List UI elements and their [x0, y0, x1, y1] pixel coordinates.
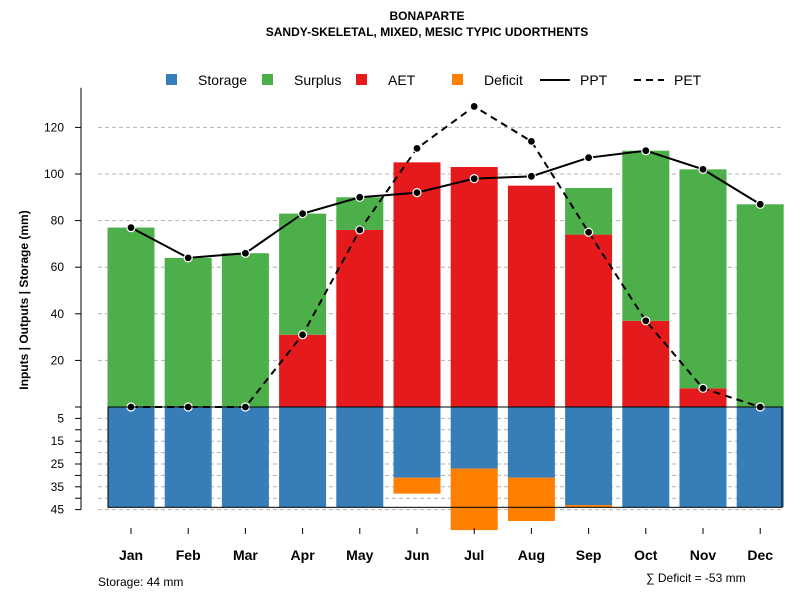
- storage-bar: [221, 407, 269, 508]
- x-tick-label: Nov: [690, 547, 717, 563]
- x-tick-label: Jul: [464, 547, 484, 563]
- ppt-point: [126, 222, 136, 233]
- legend-label: Storage: [198, 72, 247, 88]
- aet-bar: [507, 185, 555, 407]
- axes: 20 40 60 80 100 120 5 15 25 35 45 Jan Feb Mar Apr May Ju…: [44, 87, 783, 563]
- pet-point: [641, 316, 651, 326]
- legend-label: PPT: [580, 72, 608, 88]
- y-axis-label: Inputs | Outputs | Storage (mm): [17, 210, 31, 389]
- y-tick-label: 40: [51, 307, 65, 321]
- y-tick-label: 20: [51, 353, 65, 367]
- y-tick-label: 120: [44, 120, 64, 134]
- x-tick-label: Aug: [518, 547, 545, 563]
- ppt-point: [240, 248, 250, 258]
- aet-bar: [450, 167, 498, 407]
- pet-point: [412, 143, 422, 153]
- deficit-bar: [450, 468, 498, 531]
- aet-bar: [279, 334, 327, 407]
- surplus-bar: [679, 169, 727, 389]
- legend-label: PET: [674, 72, 702, 88]
- x-tick-label: May: [346, 547, 373, 563]
- y-tick-label: 5: [57, 411, 64, 425]
- y-tick-label: 35: [51, 480, 65, 494]
- aet-bar: [393, 162, 441, 407]
- legend-swatch: [262, 74, 273, 85]
- surplus-bar: [279, 213, 327, 335]
- x-tick-label: Dec: [747, 547, 773, 563]
- pet-line: [131, 105, 761, 408]
- deficit-note: ∑ Deficit = -53 mm: [646, 571, 746, 585]
- storage-bar: [450, 407, 498, 469]
- ppt-point: [526, 171, 537, 181]
- storage-bar: [393, 407, 441, 478]
- ppt-point: [469, 174, 479, 184]
- surplus-bar: [565, 187, 613, 235]
- x-tick-label: Jan: [119, 547, 143, 563]
- x-tick-label: Feb: [176, 547, 201, 563]
- chart-title: BONAPARTE: [389, 9, 464, 23]
- surplus-bar: [164, 257, 212, 407]
- ppt-point: [412, 188, 422, 198]
- surplus-bar: [622, 150, 670, 321]
- deficit-bar: [393, 477, 441, 494]
- legend-label: AET: [388, 72, 416, 88]
- pet-point: [526, 136, 537, 146]
- y-tick-label: 45: [51, 503, 65, 517]
- aet-bar: [565, 234, 613, 407]
- legend-swatch: [166, 74, 177, 85]
- ppt-point: [298, 209, 308, 219]
- surplus-bar: [736, 204, 784, 407]
- ppt-point: [583, 153, 594, 163]
- storage-bar: [507, 407, 555, 478]
- deficit-bar: [565, 505, 613, 508]
- y-tick-label: 15: [51, 434, 65, 448]
- legend: Storage Surplus AET Deficit PPT PET: [166, 72, 702, 88]
- ppt-point: [183, 253, 193, 263]
- ppt-point: [698, 164, 708, 174]
- x-tick-label: Apr: [291, 547, 316, 563]
- y-tick-label: 100: [44, 167, 64, 181]
- aet-bar: [622, 320, 670, 407]
- pet-point: [298, 330, 308, 340]
- legend-label: Surplus: [294, 72, 341, 88]
- pet-point: [469, 101, 479, 112]
- aet-bar: [336, 229, 384, 407]
- storage-bar: [679, 407, 727, 508]
- surplus-bar: [221, 253, 269, 407]
- ppt-line: [130, 149, 761, 259]
- storage-capacity-box: [107, 406, 783, 508]
- ppt-point: [755, 199, 765, 209]
- legend-label: Deficit: [484, 72, 523, 88]
- storage-bar: [565, 407, 613, 506]
- storage-bar: [622, 407, 670, 508]
- bars: [107, 150, 784, 531]
- legend-swatch: [356, 74, 367, 85]
- storage-bar: [736, 407, 784, 508]
- surplus-bar: [107, 227, 155, 407]
- legend-swatch: [452, 74, 463, 85]
- pet-point: [355, 225, 365, 235]
- x-tick-label: Oct: [634, 547, 658, 563]
- pet-point: [698, 383, 708, 393]
- storage-bar: [164, 407, 212, 508]
- y-tick-label: 60: [51, 260, 65, 274]
- x-tick-label: Jun: [405, 547, 430, 563]
- x-tick-label: Mar: [233, 547, 258, 563]
- y-tick-label: 25: [51, 457, 65, 471]
- x-tick-label: Sep: [576, 547, 602, 563]
- ppt-point: [355, 192, 365, 202]
- storage-note: Storage: 44 mm: [98, 575, 183, 589]
- lines: [126, 101, 765, 412]
- deficit-bar: [507, 477, 555, 521]
- chart-subtitle: SANDY-SKELETAL, MIXED, MESIC TYPIC UDORT…: [266, 25, 588, 39]
- storage-bar: [336, 407, 384, 508]
- storage-bar: [107, 407, 155, 508]
- pet-point: [583, 227, 594, 237]
- ppt-point: [641, 146, 651, 156]
- storage-bar: [279, 407, 327, 508]
- y-tick-label: 80: [51, 214, 65, 228]
